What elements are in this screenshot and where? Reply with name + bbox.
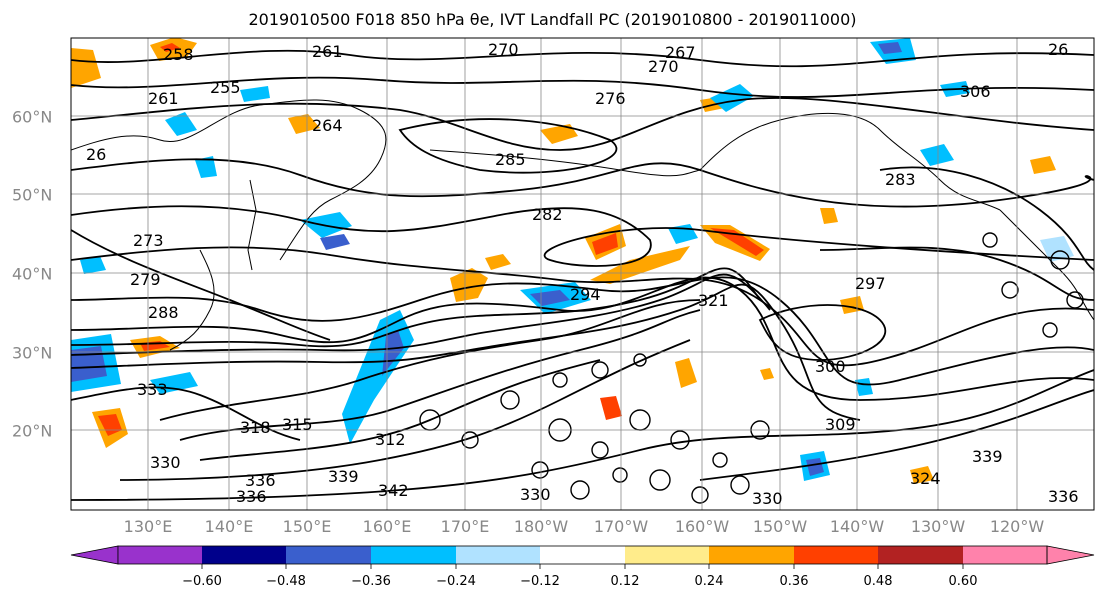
contour-label: 264 — [312, 116, 343, 135]
lon-label: 160°E — [362, 517, 412, 536]
lon-label: 170°E — [440, 517, 490, 536]
colorbar-tick-label: 0.12 — [610, 574, 640, 589]
contour-label: 336 — [236, 487, 267, 506]
contour-label: 283 — [885, 170, 916, 189]
lon-label: 130°E — [123, 517, 173, 536]
contour-label: 261 — [148, 89, 179, 108]
contour-label: 330 — [752, 489, 783, 508]
contour-label: 297 — [855, 274, 886, 293]
lon-label: 150°W — [752, 517, 808, 536]
contour-label: 26 — [86, 145, 106, 164]
colorbar-tick-label: 0.36 — [779, 574, 809, 589]
map-frame — [70, 37, 1095, 511]
colorbar-bin — [202, 546, 286, 564]
lon-label: 170°W — [593, 517, 649, 536]
colorbar-bin — [286, 546, 371, 564]
contour-label: 333 — [137, 380, 168, 399]
colorbar-bin — [118, 546, 202, 564]
contour-label: 342 — [378, 481, 409, 500]
colorbar-bin — [540, 546, 625, 564]
contour-label: 324 — [910, 469, 941, 488]
shading-negative — [71, 38, 1074, 481]
contour-label: 312 — [375, 430, 406, 449]
coastlines — [71, 99, 1094, 351]
contour-label: 294 — [570, 285, 601, 304]
colorbar-bin — [371, 546, 456, 564]
graticule — [71, 38, 1094, 510]
colorbar-tick-label: −0.12 — [520, 574, 560, 589]
colorbar-bin — [709, 546, 794, 564]
colorbar — [70, 545, 1095, 569]
contour-label: 261 — [312, 42, 343, 61]
lon-label: 160°W — [674, 517, 730, 536]
contour-label: 318 — [240, 418, 271, 437]
lat-label: 60°N — [12, 107, 53, 127]
contour-label: 267 — [665, 43, 696, 62]
lat-label: 20°N — [12, 421, 53, 441]
contour-label: 330 — [150, 453, 181, 472]
contour-label: 336 — [1048, 487, 1079, 506]
colorbar-tick-label: −0.60 — [182, 574, 222, 589]
lat-label: 50°N — [12, 185, 53, 205]
contour-label: 309 — [825, 415, 856, 434]
contour-label: 258 — [163, 45, 194, 64]
contour-label: 339 — [328, 467, 359, 486]
contour-label: 330 — [520, 485, 551, 504]
contour-lines — [71, 49, 1094, 501]
colorbar-bin — [625, 546, 709, 564]
contour-label: 279 — [130, 270, 161, 289]
colorbar-extend-high — [1046, 545, 1095, 565]
colorbar-bin — [456, 546, 540, 564]
colorbar-extend-low — [70, 545, 119, 565]
colorbar-bin — [878, 546, 963, 564]
contour-label: 270 — [648, 57, 679, 76]
contour-label: 276 — [595, 89, 626, 108]
colorbar-tick-label: −0.24 — [436, 574, 476, 589]
contour-label: 270 — [488, 40, 519, 59]
contour-label: 285 — [495, 150, 526, 169]
colorbar-tick-label: 0.60 — [948, 574, 978, 589]
colorbar-tick-label: 0.48 — [863, 574, 893, 589]
colorbar-tick-label: −0.48 — [266, 574, 306, 589]
lon-label: 130°W — [910, 517, 966, 536]
contour-label: 273 — [133, 231, 164, 250]
colorbar-tick-label: −0.36 — [351, 574, 391, 589]
lat-label: 30°N — [12, 343, 53, 363]
contour-label: 306 — [960, 82, 991, 101]
colorbar-tick-label: 0.24 — [694, 574, 724, 589]
contour-label: 288 — [148, 303, 179, 322]
lon-label: 140°W — [829, 517, 885, 536]
contour-label: 26 — [1048, 40, 1068, 59]
lon-label: 150°E — [282, 517, 332, 536]
lon-label: 180°W — [513, 517, 569, 536]
lat-label: 40°N — [12, 264, 53, 284]
contour-label: 339 — [972, 447, 1003, 466]
lon-label: 140°E — [204, 517, 254, 536]
contour-label: 300 — [815, 357, 846, 376]
contour-label: 315 — [282, 415, 313, 434]
map-title: 2019010500 F018 850 hPa θe, IVT Landfall… — [248, 10, 857, 29]
contour-label: 255 — [210, 78, 241, 97]
contour-label-group: 258 261 267 270 270 276 255 264 261 26 2… — [86, 40, 1079, 508]
lon-label: 120°W — [989, 517, 1045, 536]
colorbar-bin — [963, 546, 1047, 564]
contour-label: 336 — [245, 471, 276, 490]
colorbar-bin — [794, 546, 878, 564]
contour-label: 282 — [532, 205, 563, 224]
contour-label: 321 — [698, 291, 729, 310]
shading-positive — [71, 38, 1056, 484]
